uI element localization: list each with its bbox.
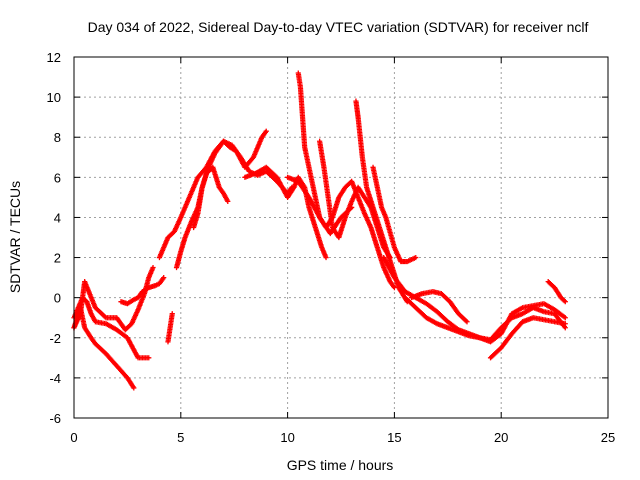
- y-tick-label: 6: [54, 170, 61, 185]
- y-tick-label: -4: [49, 371, 61, 386]
- y-axis-label: SDTVAR / TECUs: [7, 181, 23, 293]
- y-tick-label: 10: [47, 90, 61, 105]
- data-point: [323, 254, 329, 261]
- series-track-e: [165, 311, 175, 345]
- data-point: [169, 311, 175, 317]
- series-track-l: [285, 174, 355, 237]
- data-point: [561, 298, 567, 304]
- data-point: [161, 275, 167, 281]
- chart-title: Day 034 of 2022, Sidereal Day-to-day VTE…: [88, 19, 589, 35]
- data-point: [150, 264, 156, 271]
- data-marks: [71, 70, 568, 391]
- x-tick-label: 10: [280, 430, 294, 445]
- series-track-n: [370, 164, 419, 265]
- series-track-p: [402, 295, 568, 345]
- data-point: [413, 254, 419, 261]
- data-point: [102, 314, 108, 320]
- data-point: [463, 318, 469, 324]
- data-point: [131, 385, 137, 391]
- data-point: [562, 299, 568, 305]
- data-point: [562, 321, 568, 327]
- y-tick-label: 4: [54, 210, 61, 225]
- data-point: [349, 204, 355, 211]
- data-point: [464, 319, 470, 325]
- y-tick-label: -2: [49, 331, 61, 346]
- series-track-m: [353, 98, 410, 305]
- y-tick-label: 8: [54, 130, 61, 145]
- series-track-o: [381, 254, 568, 343]
- data-point: [225, 198, 231, 204]
- y-tick-label: -6: [49, 411, 61, 426]
- series-track-r: [487, 315, 568, 361]
- x-tick-label: 0: [70, 430, 77, 445]
- grid-lines: [74, 57, 608, 418]
- plot-frame: [73, 56, 609, 419]
- x-tick-label: 15: [387, 430, 401, 445]
- data-point: [562, 315, 568, 321]
- x-axis-label: GPS time / hours: [287, 457, 394, 473]
- axis-ticks: [73, 56, 609, 419]
- data-point: [348, 205, 354, 212]
- y-tick-label: 2: [54, 251, 61, 266]
- series-track-d: [118, 275, 167, 307]
- x-tick-label: 5: [177, 430, 184, 445]
- series-track-q: [408, 289, 470, 325]
- series-track-h: [191, 164, 231, 231]
- x-tick-label: 25: [601, 430, 615, 445]
- data-point: [146, 355, 152, 361]
- series-track-b: [71, 295, 152, 361]
- y-tick-label: 12: [47, 50, 61, 65]
- series-track-s: [545, 279, 568, 305]
- x-tick-label: 20: [494, 430, 508, 445]
- y-tick-label: 0: [54, 291, 61, 306]
- data-point: [263, 128, 269, 134]
